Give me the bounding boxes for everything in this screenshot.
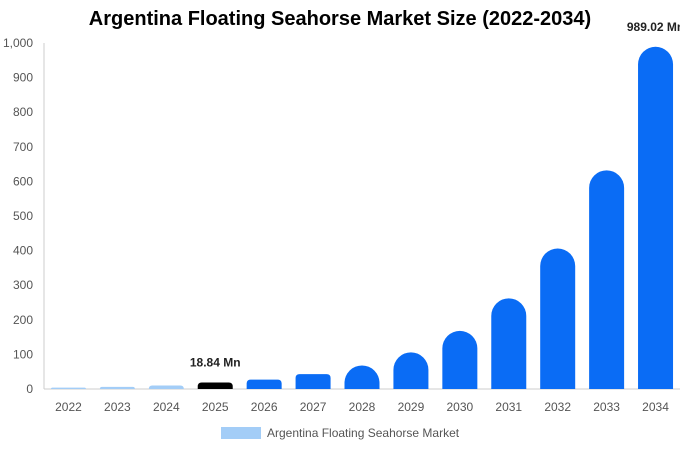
- data-label-2034: 989.02 Mn: [627, 20, 680, 34]
- y-tick-label: 100: [13, 347, 33, 361]
- bar-2023[interactable]: [99, 386, 135, 389]
- legend[interactable]: Argentina Floating Seahorse Market: [221, 425, 459, 441]
- x-tick-label: 2022: [55, 400, 82, 414]
- x-tick-label: 2030: [446, 400, 473, 414]
- bar-2033[interactable]: [589, 170, 625, 389]
- x-tick-label: 2028: [349, 400, 376, 414]
- y-tick-label: 600: [13, 174, 33, 188]
- bar-2025[interactable]: [197, 382, 233, 389]
- y-tick-label: 200: [13, 313, 33, 327]
- bar-2022[interactable]: [50, 387, 86, 389]
- x-tick-label: 2024: [153, 400, 180, 414]
- x-tick-label: 2023: [104, 400, 131, 414]
- y-tick-label: 400: [13, 244, 33, 258]
- y-tick-label: 700: [13, 140, 33, 154]
- bar-2026[interactable]: [246, 379, 282, 389]
- x-tick-label: 2031: [495, 400, 522, 414]
- y-tick-label: 900: [13, 71, 33, 85]
- y-tick-label: 300: [13, 278, 33, 292]
- bar-2030[interactable]: [442, 330, 478, 389]
- bar-2028[interactable]: [344, 365, 380, 389]
- x-tick-label: 2034: [642, 400, 669, 414]
- data-label-2025: 18.84 Mn: [190, 355, 241, 369]
- bar-2032[interactable]: [540, 248, 576, 389]
- y-tick-label: 800: [13, 105, 33, 119]
- legend-label: Argentina Floating Seahorse Market: [267, 426, 460, 440]
- y-tick-label: 1,000: [3, 36, 33, 50]
- bar-2034[interactable]: [638, 46, 674, 390]
- x-tick-label: 2026: [251, 400, 278, 414]
- bar-2029[interactable]: [393, 352, 429, 389]
- legend-swatch: [221, 427, 261, 439]
- chart-title: Argentina Floating Seahorse Market Size …: [88, 8, 592, 30]
- y-tick-label: 0: [26, 382, 33, 396]
- x-tick-label: 2029: [398, 400, 425, 414]
- x-tick-label: 2032: [544, 400, 571, 414]
- bar-2024[interactable]: [148, 385, 184, 389]
- bar-2027[interactable]: [295, 374, 331, 389]
- x-tick-label: 2025: [202, 400, 229, 414]
- x-tick-label: 2027: [300, 400, 327, 414]
- x-tick-label: 2033: [593, 400, 620, 414]
- bar-2031[interactable]: [491, 298, 527, 389]
- y-tick-label: 500: [13, 209, 33, 223]
